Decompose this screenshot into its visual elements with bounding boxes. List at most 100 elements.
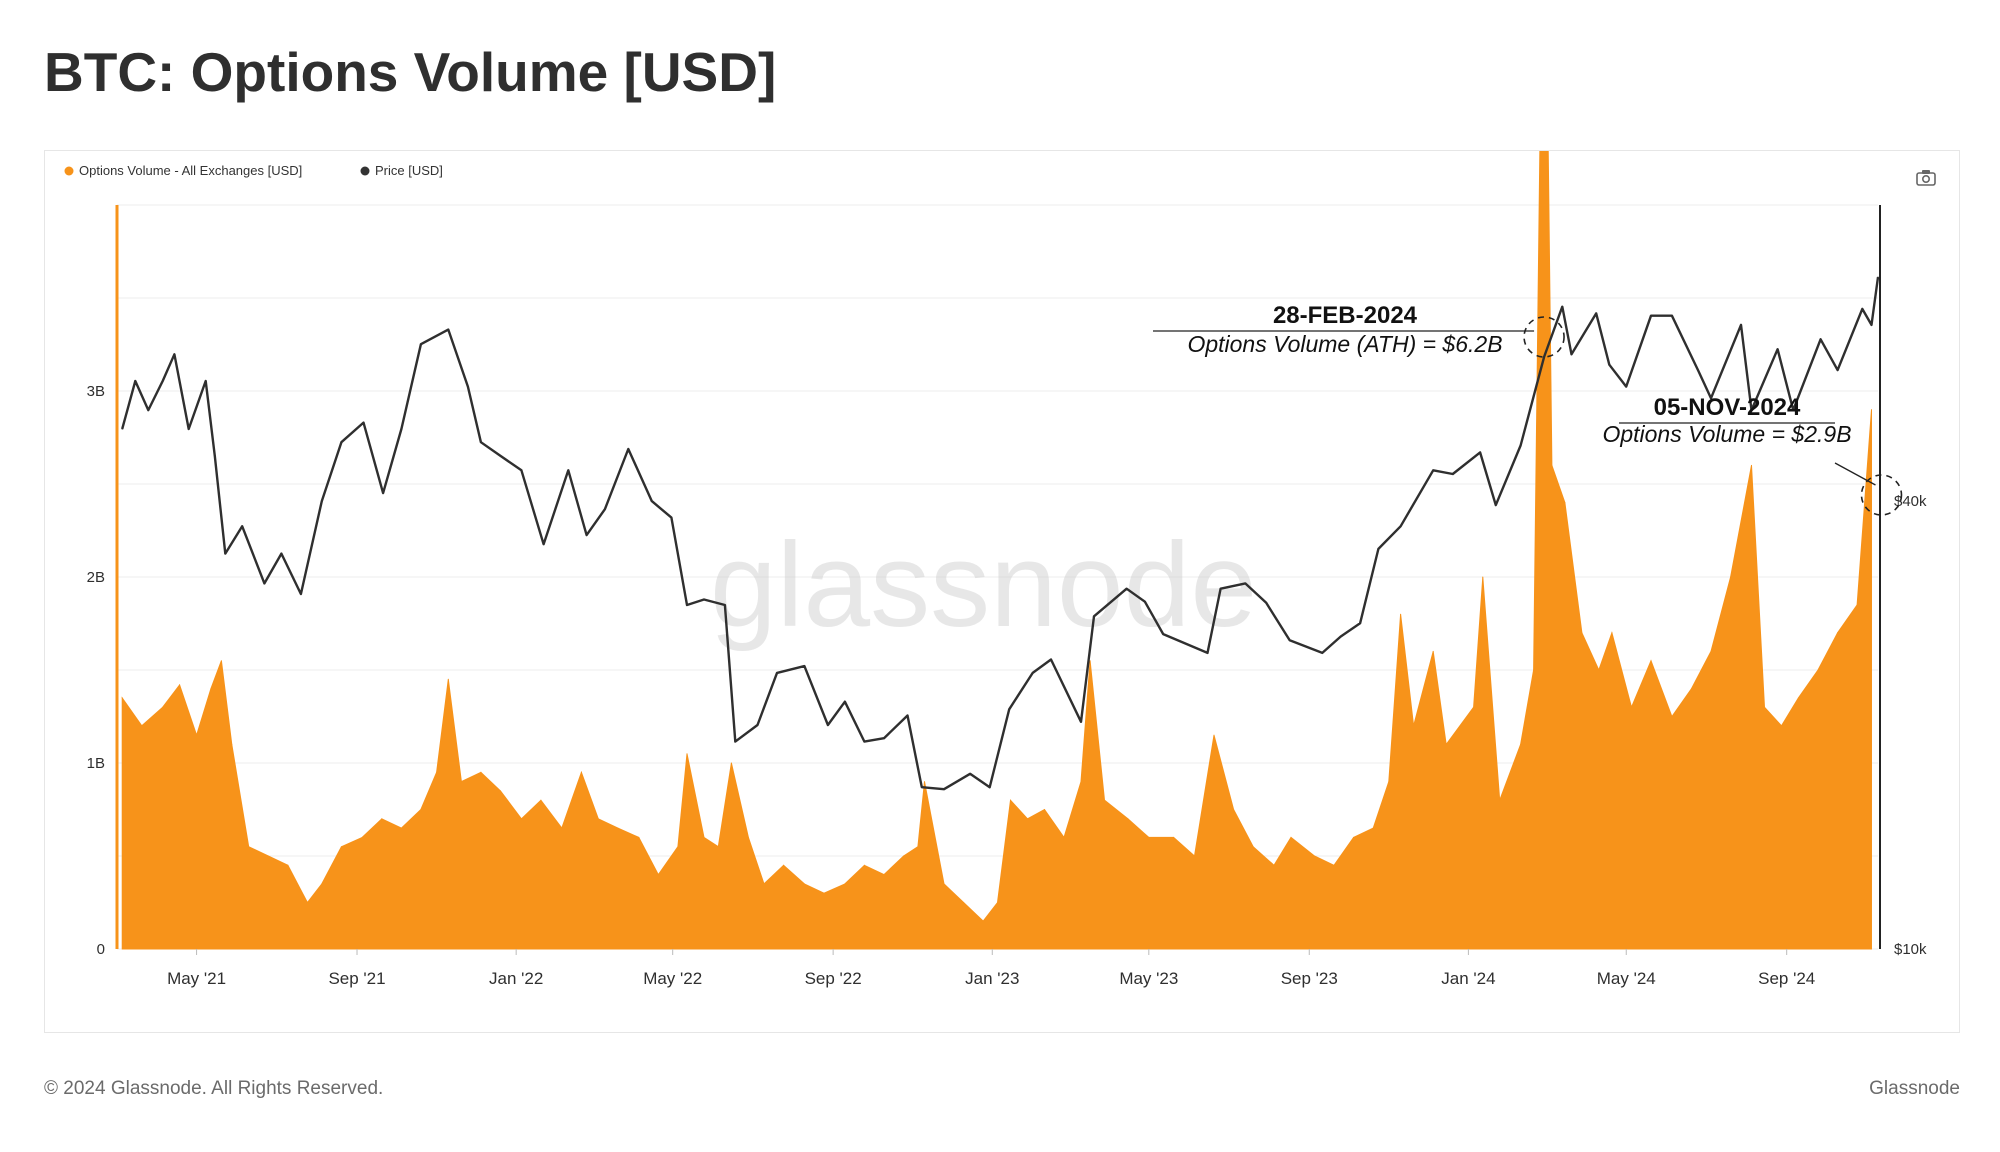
price-point [1650, 315, 1652, 317]
price-point [827, 724, 829, 726]
volume-point [1353, 836, 1355, 838]
legend-label: Options Volume - All Exchanges [USD] [79, 163, 302, 178]
price-point [1777, 348, 1779, 350]
legend-swatch [360, 166, 370, 176]
volume-point [1611, 632, 1613, 634]
volume-point [883, 874, 885, 876]
volume-point [997, 902, 998, 903]
price-point [340, 441, 342, 443]
price-point [1321, 652, 1323, 654]
volume-point [1252, 846, 1254, 848]
price-point [162, 380, 164, 382]
volume-point [1445, 743, 1447, 745]
volume-point [287, 864, 289, 866]
volume-point [210, 688, 212, 690]
price-point [921, 786, 923, 788]
volume-point [763, 883, 765, 885]
volume-point [1314, 855, 1315, 857]
volume-point [1520, 743, 1522, 745]
price-point [1032, 672, 1034, 674]
volume-series [121, 151, 1872, 950]
price-point [1750, 409, 1753, 411]
price-point [724, 604, 726, 606]
price-point [1144, 601, 1146, 603]
price-point [686, 604, 688, 606]
price-point [1837, 369, 1839, 371]
price-point [567, 469, 569, 471]
volume-point [162, 706, 164, 708]
volume-point [1710, 650, 1712, 652]
price-point [969, 773, 971, 775]
volume-point [783, 864, 785, 866]
volume-point [436, 771, 438, 773]
volume-point [520, 818, 522, 820]
volume-point [1781, 725, 1782, 727]
price-point [1265, 602, 1267, 604]
volume-point [747, 836, 749, 838]
volume-point [1817, 669, 1819, 671]
volume-point [1027, 818, 1028, 820]
price-point [1710, 397, 1712, 399]
volume-area [121, 151, 1872, 950]
price-point [300, 593, 302, 595]
price-point [1452, 473, 1454, 475]
annotation-leader [1834, 462, 1876, 486]
volume-point [1499, 799, 1501, 801]
price-point [420, 343, 422, 345]
volume-point [823, 892, 825, 894]
price-point [1543, 356, 1545, 358]
price-point [651, 500, 653, 502]
price-point [224, 553, 226, 555]
price-point [1340, 636, 1342, 638]
x-tick-label: Jan '24 [1441, 969, 1495, 988]
footer-copyright: © 2024 Glassnode. All Rights Reserved. [44, 1078, 384, 1099]
volume-point [220, 660, 222, 662]
volume-point [1631, 706, 1632, 708]
price-point [1792, 409, 1794, 411]
volume-point [1010, 799, 1011, 801]
volume-point [1564, 502, 1566, 504]
x-tick-label: May '24 [1597, 969, 1656, 988]
volume-point [1080, 781, 1082, 783]
price-point [1561, 306, 1563, 308]
price-point [703, 598, 705, 601]
volume-point [1691, 688, 1692, 690]
price-point [1289, 639, 1291, 641]
price-point [134, 380, 136, 382]
volume-point [1837, 632, 1839, 634]
volume-point [1044, 809, 1045, 810]
price-point [1162, 633, 1164, 635]
axes-layer: 0 1B 2B 3B $10k $40k May '21 Sep '21 Jan '22 May … [87, 205, 1927, 988]
volume-point [1400, 613, 1402, 615]
price-point [1377, 548, 1379, 550]
volume-point [903, 855, 905, 857]
price-point [1820, 338, 1822, 340]
chart-frame: glassnode 0 1B 2B 3B $10k $40k May '21 Sep '21 J… [44, 150, 1960, 1033]
price-point [670, 517, 673, 519]
y-right-tick-label: $40k [1894, 493, 1927, 510]
camera-icon[interactable] [1916, 170, 1936, 186]
volume-point [917, 846, 919, 848]
volume-point [231, 743, 233, 745]
volume-point [561, 827, 563, 829]
price-point [1740, 324, 1742, 326]
price-series [121, 276, 1880, 791]
price-point [776, 672, 778, 674]
price-point [1671, 315, 1673, 317]
price-point [863, 741, 866, 743]
y-left-tick-label: 3B [87, 383, 105, 400]
volume-point [1871, 409, 1872, 411]
x-tick-label: Sep '21 [328, 969, 385, 988]
volume-point [196, 734, 198, 736]
volume-point [1482, 576, 1484, 578]
x-tick-label: Sep '23 [1281, 969, 1338, 988]
volume-point [1127, 818, 1129, 820]
volume-point [1388, 781, 1390, 783]
legend-label: Price [USD] [375, 163, 443, 178]
y-left-tick-label: 1B [87, 755, 105, 772]
price-point [1625, 386, 1627, 388]
volume-point [1598, 669, 1600, 671]
price-point [467, 386, 469, 388]
price-point [1870, 324, 1873, 326]
volume-point [321, 883, 323, 885]
